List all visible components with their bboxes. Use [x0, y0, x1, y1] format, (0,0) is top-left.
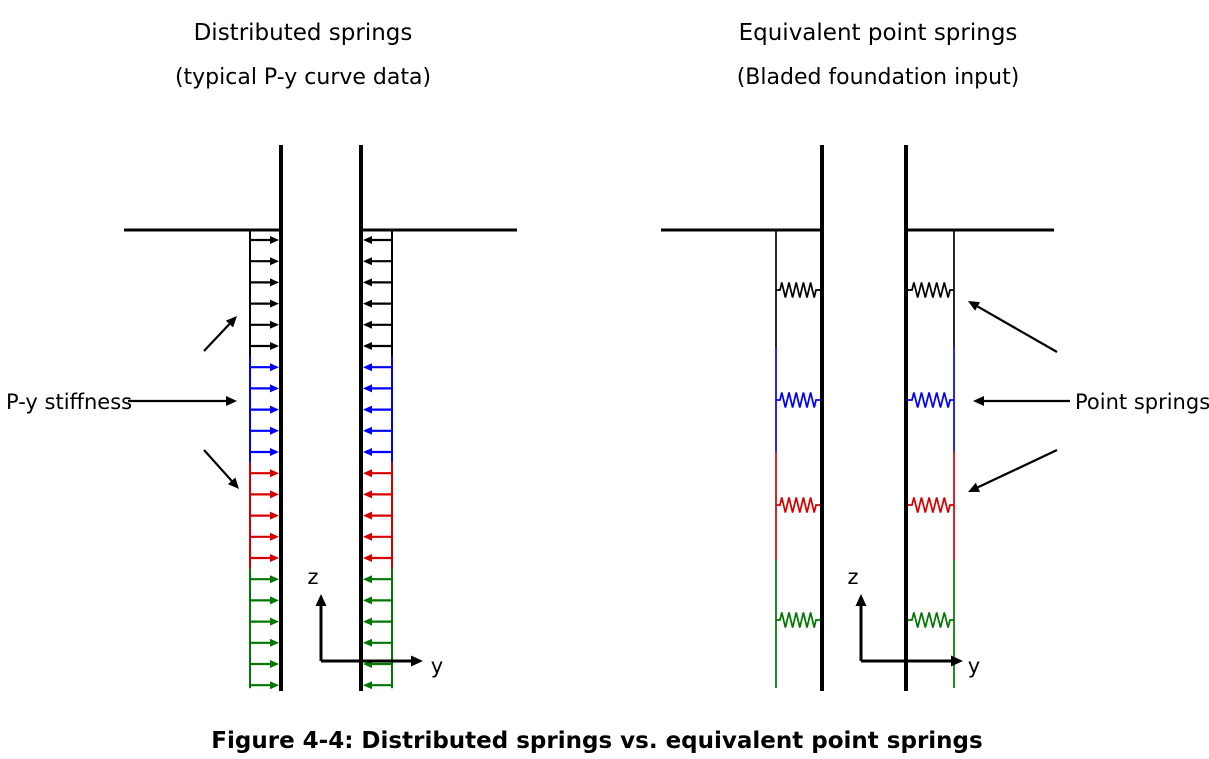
- distributed-arrow-left-head: [270, 236, 279, 244]
- left-z-axis-head: [315, 594, 327, 606]
- distributed-arrow-left-head: [270, 299, 279, 308]
- distributed-arrow-right-head: [363, 511, 372, 520]
- distributed-arrow-right-head: [363, 257, 372, 266]
- distributed-arrow-right-head: [363, 469, 372, 478]
- distributed-arrow-left-head: [270, 320, 279, 329]
- distributed-arrow-left-head: [270, 384, 279, 393]
- py-stiffness-arrow-lower-head: [227, 477, 239, 489]
- distributed-arrow-right-head: [363, 384, 372, 393]
- distributed-arrow-right-head: [363, 448, 372, 456]
- distributed-arrow-left-head: [270, 511, 279, 520]
- distributed-arrow-right-head: [363, 320, 372, 329]
- py-stiffness-label: P-y stiffness: [6, 390, 132, 414]
- point-springs-arrow-upper-head: [968, 301, 981, 311]
- figure-caption: Figure 4-4: Distributed springs vs. equi…: [211, 728, 982, 754]
- py-stiffness-arrow-lower-shaft: [203, 449, 233, 482]
- distributed-arrow-right-head: [363, 532, 372, 541]
- left-axis-y-label: y: [431, 654, 443, 678]
- distributed-arrow-right-head: [363, 342, 372, 350]
- distributed-arrow-right-head: [363, 596, 372, 605]
- point-springs-label: Point springs: [1075, 390, 1209, 414]
- right-panel-subtitle: (Bladed foundation input): [737, 65, 1020, 90]
- point-springs-arrow-middle-head: [973, 396, 984, 406]
- left-panel-title: Distributed springs: [194, 20, 413, 46]
- point-spring-right: [908, 392, 954, 408]
- right-pile: [661, 145, 1054, 691]
- distributed-arrow-left-head: [270, 257, 279, 266]
- point-springs-arrow-lower-shaft: [977, 449, 1058, 489]
- py-stiffness-arrow-upper-head: [225, 316, 237, 328]
- point-spring-left: [776, 282, 820, 298]
- left-panel-subtitle: (typical P-y curve data): [175, 65, 431, 90]
- distributed-arrow-right-head: [363, 363, 372, 372]
- distributed-arrow-right-head: [363, 299, 372, 308]
- right-axis-z-label: z: [847, 565, 858, 589]
- point-spring-right: [908, 612, 954, 628]
- distributed-arrow-left-head: [270, 660, 279, 668]
- distributed-arrow-left-head: [270, 490, 279, 499]
- py-stiffness-arrow-middle-head: [226, 396, 237, 406]
- left-y-axis-head: [411, 655, 423, 667]
- distributed-arrow-left-head: [270, 617, 279, 626]
- point-spring-left: [776, 497, 820, 513]
- distributed-arrow-left-head: [270, 575, 279, 584]
- distributed-arrow-right-head: [363, 278, 372, 287]
- distributed-arrow-right-head: [363, 638, 372, 647]
- distributed-arrow-left-head: [270, 638, 279, 647]
- point-springs-arrow-upper-shaft: [976, 305, 1058, 353]
- point-springs-arrow-lower-head: [968, 482, 981, 492]
- distributed-arrow-left-head: [270, 363, 279, 372]
- distributed-arrow-left-head: [270, 278, 279, 287]
- right-y-axis-head: [951, 655, 963, 667]
- distributed-arrow-left-head: [270, 426, 279, 435]
- distributed-arrow-left-head: [270, 596, 279, 605]
- point-spring-left: [776, 612, 820, 628]
- right-panel-title: Equivalent point springs: [739, 20, 1018, 46]
- point-spring-left: [776, 392, 820, 408]
- left-pile: [124, 145, 517, 691]
- distributed-arrow-right-head: [363, 617, 372, 626]
- distributed-arrow-left-head: [270, 554, 279, 562]
- point-spring-right: [908, 497, 954, 513]
- distributed-arrow-left-head: [270, 532, 279, 541]
- distributed-arrow-right-head: [363, 405, 372, 414]
- left-axis-z-label: z: [307, 565, 318, 589]
- distributed-arrow-right-head: [363, 236, 372, 244]
- distributed-arrow-left-head: [270, 681, 279, 690]
- distributed-arrow-right-head: [363, 554, 372, 562]
- distributed-arrow-right-head: [363, 490, 372, 499]
- point-spring-right: [908, 282, 954, 298]
- distributed-arrow-left-head: [270, 342, 279, 350]
- py-stiffness-arrow-upper-shaft: [203, 323, 231, 352]
- distributed-arrow-right-head: [363, 575, 372, 584]
- right-axis-y-label: y: [968, 654, 980, 678]
- distributed-arrow-left-head: [270, 469, 279, 478]
- right-z-axis-head: [855, 594, 867, 606]
- distributed-arrow-left-head: [270, 405, 279, 414]
- generated-graphics: [128, 231, 1070, 690]
- distributed-arrow-right-head: [363, 426, 372, 435]
- distributed-arrow-left-head: [270, 448, 279, 456]
- distributed-arrow-right-head: [363, 681, 372, 690]
